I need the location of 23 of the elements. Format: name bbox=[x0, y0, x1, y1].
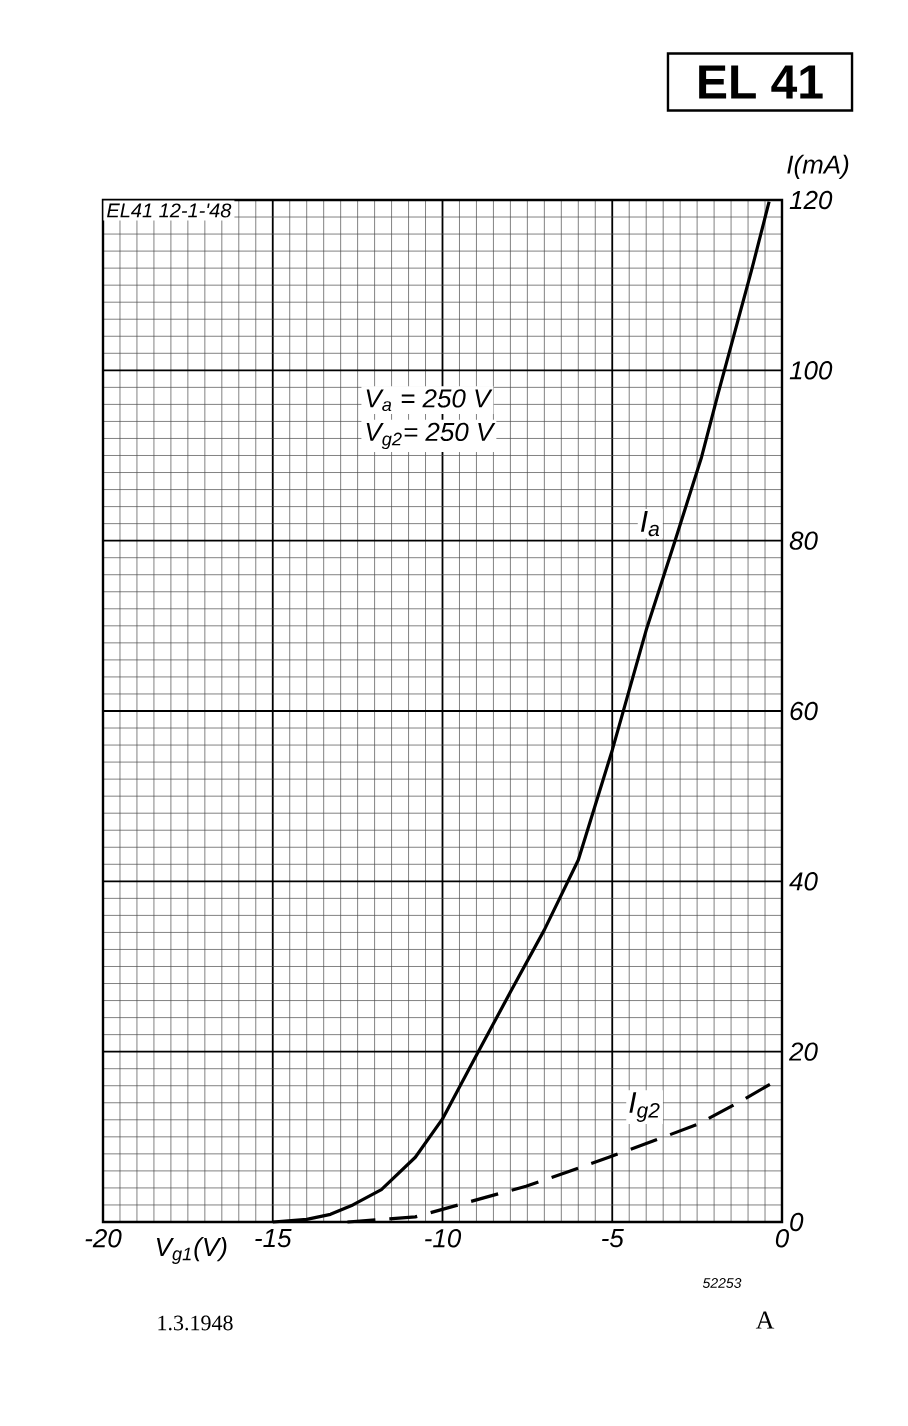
y-tick-label: 40 bbox=[789, 872, 818, 891]
series-label: I$_{a}$ bbox=[640, 511, 660, 537]
annotation: V$_{a}$ = 250 V bbox=[366, 389, 493, 412]
x-tick-label: -15 bbox=[255, 1229, 292, 1248]
x-tick-label: -5 bbox=[602, 1229, 624, 1248]
y-tick-label: 120 bbox=[789, 190, 833, 210]
y-tick-label: 60 bbox=[790, 701, 818, 721]
x-tick-label: -10 bbox=[425, 1229, 462, 1248]
x-tick-label: 0 bbox=[775, 1229, 790, 1248]
y-axis-title: I(mA) bbox=[787, 154, 849, 179]
chart-title: EL 41 bbox=[699, 65, 823, 99]
annotation: EL41 12-1-'48 bbox=[107, 203, 232, 218]
x-tick-label: -20 bbox=[85, 1229, 122, 1248]
series-label: I$_{g2}$ bbox=[629, 1092, 660, 1122]
y-tick-label: 80 bbox=[789, 531, 818, 550]
annotation: V$_{g2}$= 250 V bbox=[366, 422, 496, 450]
x-axis-title: V$_{g1}$(V) bbox=[156, 1237, 227, 1264]
y-tick-label: 100 bbox=[789, 361, 833, 380]
text: A bbox=[755, 1311, 775, 1329]
y-tick-label: 0 bbox=[790, 1212, 804, 1232]
text: 1.3.1948 bbox=[158, 1315, 233, 1331]
y-tick-label: 20 bbox=[788, 1042, 818, 1061]
text: 52253 bbox=[702, 1278, 742, 1288]
